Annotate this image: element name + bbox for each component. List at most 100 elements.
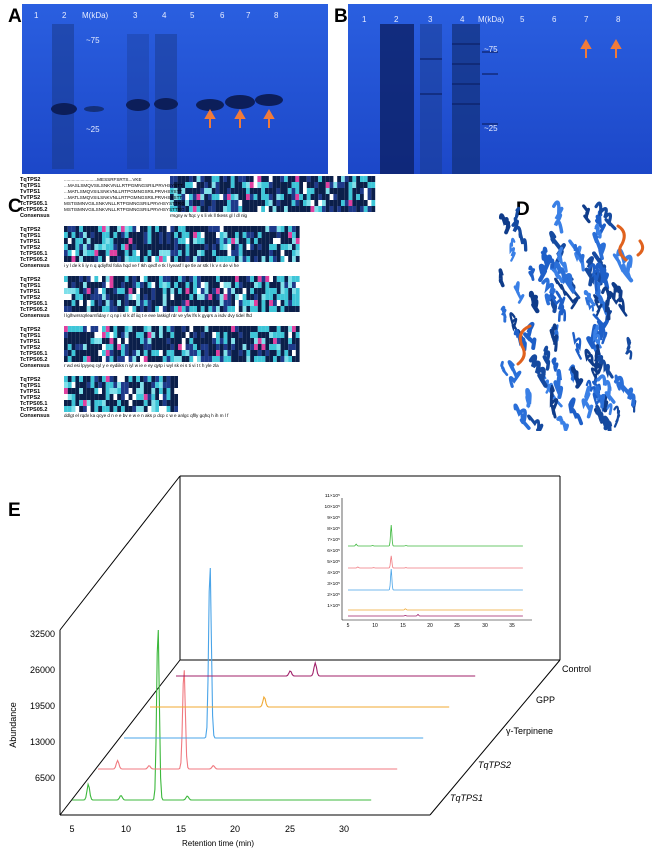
alignment-cell <box>94 226 99 232</box>
alignment-cell <box>121 406 125 412</box>
alignment-cell <box>86 356 91 362</box>
alignment-cell <box>208 238 213 244</box>
alignment-cell <box>238 256 243 262</box>
alignment-cell <box>90 294 95 300</box>
alignment-cell <box>109 282 114 288</box>
alignment-cell <box>121 288 125 294</box>
alignment-cell <box>273 326 277 332</box>
alignment-cell <box>284 276 289 282</box>
alignment-cell <box>306 182 311 188</box>
alignment-cell <box>254 232 258 238</box>
protein-ribbon <box>614 374 621 391</box>
alignment-cell <box>189 356 194 362</box>
alignment-cell <box>174 250 178 256</box>
alignment-cell <box>67 332 72 338</box>
alignment-cell <box>265 226 270 232</box>
alignment-cell <box>288 282 292 288</box>
alignment-cell <box>273 306 277 312</box>
alignment-cell <box>83 226 87 232</box>
alignment-cell <box>273 282 277 288</box>
alignment-cell <box>208 276 213 282</box>
alignment-cell <box>273 344 277 350</box>
alignment-cell <box>98 344 102 350</box>
alignment-cell <box>318 206 322 212</box>
alignment-cell <box>94 376 99 382</box>
panel-letter-d: D <box>516 199 530 220</box>
protein-ribbon <box>587 263 600 292</box>
alignment-cell <box>170 226 175 232</box>
alignment-cell <box>102 282 106 288</box>
alignment-cell <box>71 394 76 400</box>
alignment-cell <box>261 238 266 244</box>
lane-label: 4 <box>162 11 167 20</box>
alignment-cell <box>109 244 114 250</box>
protein-ribbon <box>551 357 559 372</box>
alignment-cell <box>223 332 228 338</box>
protein-ribbon <box>593 294 603 319</box>
alignment-cell <box>273 244 277 250</box>
alignment-cell <box>109 232 114 238</box>
alignment-cell <box>128 294 133 300</box>
alignment-cell <box>227 332 232 338</box>
protein-ribbon <box>498 268 505 288</box>
alignment-cell <box>204 300 209 306</box>
alignment-cell <box>102 326 106 332</box>
alignment-cell <box>284 244 289 250</box>
alignment-cell <box>254 350 258 356</box>
alignment-cell <box>276 226 281 232</box>
protein-ribbon <box>585 296 594 312</box>
alignment-cell <box>147 288 152 294</box>
alignment-cell <box>124 276 129 282</box>
alignment-cell <box>124 282 129 288</box>
alignment-cell <box>132 250 137 256</box>
alignment-cell <box>204 200 208 206</box>
alignment-cell <box>269 294 273 300</box>
alignment-cell <box>94 326 99 332</box>
alignment-cell <box>109 338 114 344</box>
arrow-head-icon <box>263 108 275 119</box>
alignment-cell <box>235 344 239 350</box>
alignment-cell <box>246 294 251 300</box>
alignment-cell <box>197 282 201 288</box>
alignment-cell <box>204 306 209 312</box>
protein-ribbon <box>568 397 584 426</box>
alignment-cell <box>67 338 72 344</box>
protein-ribbon <box>594 223 602 239</box>
alignment-cell <box>67 376 72 382</box>
alignment-cell <box>105 382 110 388</box>
alignment-cell <box>189 232 194 238</box>
alignment-cell <box>310 176 315 182</box>
alignment-cell <box>90 332 95 338</box>
alignment-cell <box>292 238 296 244</box>
alignment-cell <box>181 176 186 182</box>
alignment-cell <box>105 350 110 356</box>
alignment-cell <box>185 288 190 294</box>
seq-name: TqTPS1 <box>20 383 40 389</box>
x-tick: 10 <box>121 824 131 834</box>
alignment-cell <box>292 294 296 300</box>
alignment-cell <box>174 406 178 412</box>
alignment-cell <box>132 288 137 294</box>
alignment-cell <box>90 232 95 238</box>
alignment-cell <box>143 356 148 362</box>
alignment-cell <box>257 188 262 194</box>
alignment-cell <box>166 232 171 238</box>
alignment-cell <box>174 344 178 350</box>
alignment-cell <box>67 382 72 388</box>
alignment-cell <box>128 276 133 282</box>
alignment-cell <box>250 356 254 362</box>
alignment-cell <box>132 282 137 288</box>
alignment-cell <box>170 306 175 312</box>
alignment-cell <box>170 388 175 394</box>
alignment-cell <box>132 400 137 406</box>
alignment-cell <box>64 288 68 294</box>
alignment-cell <box>140 250 144 256</box>
alignment-cell <box>178 306 182 312</box>
alignment-cell <box>147 276 152 282</box>
alignment-cell <box>261 294 266 300</box>
protein-ribbon <box>584 348 599 375</box>
alignment-cell <box>200 226 205 232</box>
alignment-cell <box>177 182 182 188</box>
alignment-cell <box>117 350 121 356</box>
alignment-cell <box>151 344 156 350</box>
